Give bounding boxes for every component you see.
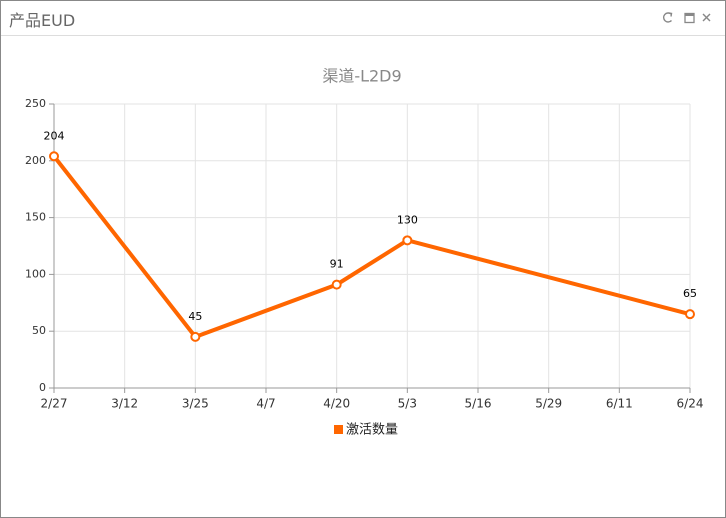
point bbox=[331, 279, 342, 290]
y-tick-label: 150 bbox=[25, 211, 46, 224]
x-tick-label: 5/29 bbox=[535, 397, 562, 411]
data-label: 65 bbox=[683, 287, 697, 300]
x-tick-label: 4/20 bbox=[323, 397, 350, 411]
panel-title: 产品EUD bbox=[9, 11, 76, 30]
close-icon[interactable] bbox=[702, 13, 711, 22]
point bbox=[190, 331, 201, 342]
data-label: 204 bbox=[44, 129, 65, 142]
y-tick-label: 50 bbox=[32, 324, 46, 337]
x-tick-label: 5/3 bbox=[398, 397, 417, 411]
panel-tools bbox=[662, 12, 711, 24]
point bbox=[402, 235, 413, 246]
point bbox=[49, 151, 59, 162]
x-tick-label: 3/25 bbox=[182, 397, 209, 411]
data-label: 130 bbox=[397, 213, 418, 226]
refresh-icon[interactable] bbox=[662, 12, 673, 23]
y-tick-label: 100 bbox=[25, 267, 46, 280]
chart-title: 渠道-L2D9 bbox=[322, 67, 401, 86]
legend-label: 激活数量 bbox=[346, 423, 398, 438]
series-line bbox=[52, 155, 691, 339]
y-tick-label: 0 bbox=[39, 381, 46, 394]
y-tick-label: 250 bbox=[25, 97, 46, 110]
y-tick-label: 200 bbox=[25, 154, 46, 167]
legend-swatch bbox=[334, 425, 343, 434]
x-tick-label: 6/11 bbox=[606, 397, 633, 411]
maximize-icon[interactable] bbox=[684, 12, 695, 24]
data-label: 91 bbox=[330, 258, 344, 271]
point bbox=[685, 309, 695, 320]
x-tick-label: 2/27 bbox=[41, 397, 68, 411]
chart: 渠道-L2D9 0 50 100 150 200 250 2/27 3/12 3/25 4/7 4/… bbox=[25, 67, 704, 438]
x-tick-label: 4/7 bbox=[256, 397, 275, 411]
x-tick-label: 6/24 bbox=[677, 397, 704, 411]
data-label: 45 bbox=[188, 310, 202, 323]
x-tick-label: 3/12 bbox=[111, 397, 138, 411]
x-tick-label: 5/16 bbox=[465, 397, 492, 411]
panel-header: 产品EUD bbox=[1, 1, 725, 36]
